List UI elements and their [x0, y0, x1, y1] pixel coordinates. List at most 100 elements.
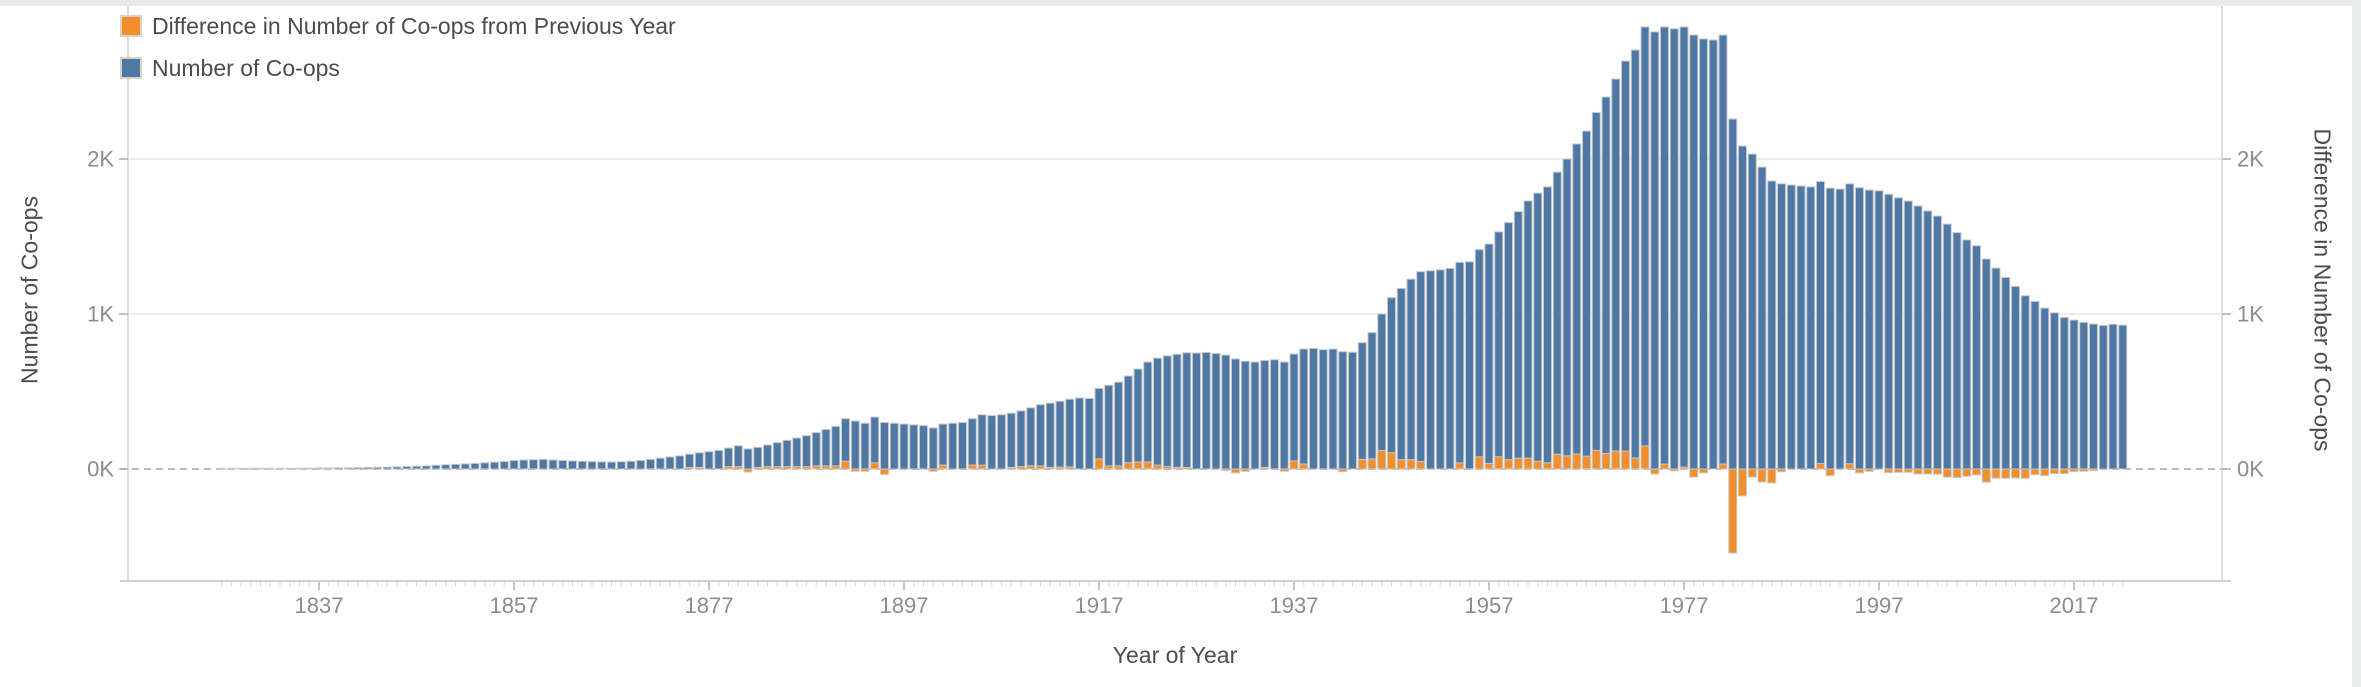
difference-bar[interactable]	[1494, 456, 1504, 470]
difference-bar[interactable]	[1143, 461, 1153, 470]
difference-bar[interactable]	[1669, 468, 1679, 472]
co-ops-bar[interactable]	[1523, 200, 1533, 470]
co-ops-bar[interactable]	[694, 452, 704, 470]
co-ops-bar[interactable]	[1952, 232, 1962, 470]
co-ops-bar[interactable]	[1211, 353, 1221, 470]
co-ops-bar[interactable]	[733, 445, 743, 470]
co-ops-bar[interactable]	[1562, 158, 1572, 470]
co-ops-bar[interactable]	[2050, 312, 2059, 470]
co-ops-bar[interactable]	[1884, 193, 1894, 470]
difference-bar[interactable]	[1845, 463, 1855, 470]
co-ops-bar[interactable]	[226, 467, 236, 470]
difference-bar[interactable]	[772, 466, 782, 470]
co-ops-bar[interactable]	[2030, 300, 2040, 470]
co-ops-bar[interactable]	[889, 422, 899, 470]
co-ops-bar[interactable]	[772, 442, 782, 470]
co-ops-bar[interactable]	[714, 449, 724, 470]
co-ops-bar[interactable]	[1309, 347, 1318, 470]
difference-bar[interactable]	[1611, 450, 1621, 470]
co-ops-bar[interactable]	[831, 425, 841, 470]
difference-bar[interactable]	[1718, 463, 1728, 470]
difference-bar[interactable]	[1767, 468, 1777, 484]
co-ops-bar[interactable]	[1504, 222, 1513, 470]
co-ops-bar[interactable]	[1045, 402, 1055, 470]
difference-bar[interactable]	[1036, 465, 1045, 470]
difference-bar[interactable]	[1591, 449, 1601, 470]
difference-bar[interactable]	[821, 465, 831, 470]
co-ops-bar[interactable]	[646, 458, 655, 470]
co-ops-bar[interactable]	[607, 461, 616, 470]
difference-bar[interactable]	[1182, 466, 1192, 470]
legend-item-coops[interactable]: Number of Co-ops	[120, 55, 676, 81]
difference-bar[interactable]	[694, 466, 704, 470]
difference-bar[interactable]	[841, 460, 850, 470]
co-ops-bar[interactable]	[1747, 153, 1757, 470]
co-ops-bar[interactable]	[236, 467, 246, 470]
co-ops-bar[interactable]	[2079, 321, 2089, 470]
difference-bar[interactable]	[1933, 468, 1942, 475]
co-ops-bar[interactable]	[1806, 186, 1816, 470]
co-ops-bar[interactable]	[1055, 400, 1065, 470]
co-ops-bar[interactable]	[1192, 352, 1201, 470]
difference-bar[interactable]	[1026, 465, 1036, 470]
difference-bar[interactable]	[2020, 468, 2030, 479]
co-ops-bar[interactable]	[1582, 130, 1591, 470]
co-ops-bar[interactable]	[1816, 180, 1825, 470]
co-ops-bar[interactable]	[1289, 353, 1299, 470]
co-ops-bar[interactable]	[451, 463, 460, 470]
co-ops-bar[interactable]	[343, 467, 353, 470]
co-ops-bar[interactable]	[987, 415, 997, 470]
co-ops-bar[interactable]	[1796, 185, 1806, 470]
co-ops-bar[interactable]	[256, 467, 265, 470]
co-ops-bar[interactable]	[412, 465, 421, 470]
co-ops-bar[interactable]	[1143, 361, 1153, 470]
co-ops-bar[interactable]	[997, 414, 1006, 470]
difference-bar[interactable]	[2059, 468, 2069, 475]
co-ops-bar[interactable]	[1552, 171, 1562, 470]
co-ops-bar[interactable]	[2040, 307, 2050, 470]
difference-bar[interactable]	[1738, 468, 1747, 497]
co-ops-bar[interactable]	[948, 422, 958, 470]
co-ops-bar[interactable]	[1338, 351, 1348, 470]
difference-bar[interactable]	[1972, 468, 1981, 476]
difference-bar[interactable]	[850, 468, 860, 472]
difference-bar[interactable]	[1396, 459, 1406, 470]
co-ops-bar[interactable]	[548, 459, 558, 470]
co-ops-bar[interactable]	[2001, 276, 2011, 470]
difference-bar[interactable]	[1455, 462, 1465, 470]
difference-bar[interactable]	[1816, 463, 1825, 470]
co-ops-bar[interactable]	[1036, 404, 1045, 470]
co-ops-bar[interactable]	[1016, 410, 1026, 470]
difference-bar[interactable]	[743, 468, 753, 473]
difference-bar[interactable]	[831, 465, 841, 470]
difference-bar[interactable]	[1981, 468, 1991, 483]
co-ops-bar[interactable]	[1406, 278, 1416, 470]
co-ops-bar[interactable]	[421, 465, 431, 470]
difference-bar[interactable]	[1484, 462, 1494, 470]
difference-bar[interactable]	[1338, 468, 1348, 473]
co-ops-bar[interactable]	[1114, 381, 1123, 470]
difference-bar[interactable]	[1240, 468, 1250, 472]
co-ops-bar[interactable]	[1133, 368, 1143, 470]
difference-bar[interactable]	[1562, 455, 1572, 470]
difference-bar[interactable]	[1952, 468, 1962, 479]
co-ops-bar[interactable]	[1689, 34, 1699, 470]
difference-bar[interactable]	[782, 466, 792, 470]
co-ops-bar[interactable]	[2020, 295, 2030, 470]
co-ops-bar[interactable]	[1416, 271, 1426, 470]
co-ops-bar[interactable]	[441, 464, 451, 470]
co-ops-bar[interactable]	[1533, 192, 1543, 470]
co-ops-bar[interactable]	[1855, 187, 1864, 470]
co-ops-bar[interactable]	[587, 461, 597, 470]
difference-bar[interactable]	[1962, 468, 1972, 477]
co-ops-bar[interactable]	[899, 423, 909, 470]
co-ops-bar[interactable]	[1426, 270, 1435, 470]
co-ops-bar[interactable]	[724, 447, 733, 470]
co-ops-bar[interactable]	[1777, 183, 1786, 470]
co-ops-bar[interactable]	[821, 428, 831, 470]
co-ops-bar[interactable]	[1738, 145, 1747, 470]
co-ops-bar[interactable]	[265, 467, 275, 470]
difference-bar[interactable]	[1640, 445, 1650, 470]
co-ops-bar[interactable]	[1845, 183, 1855, 470]
co-ops-bar[interactable]	[1679, 26, 1689, 470]
